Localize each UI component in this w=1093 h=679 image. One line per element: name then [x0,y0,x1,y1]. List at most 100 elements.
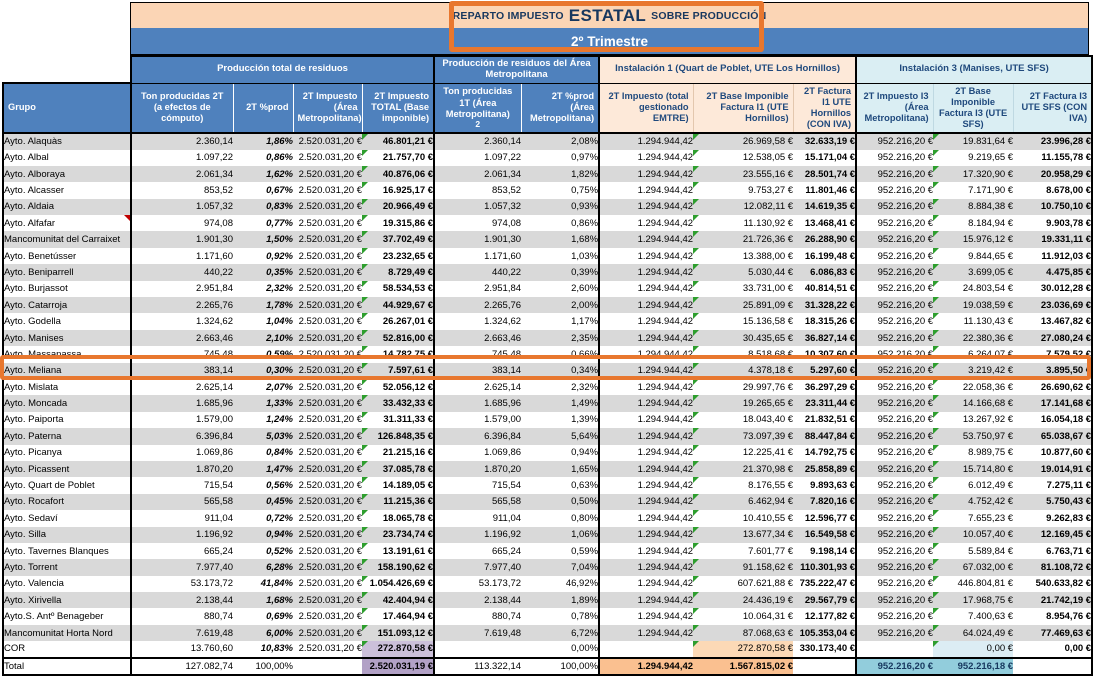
cell-grupo[interactable]: Ayto. Paiporta [2,411,132,429]
cell-impuesto-am[interactable]: 2.520.031,20 € [293,297,362,314]
cell-impuesto-total[interactable]: 8.729,49 € [362,264,436,281]
cell-impuesto-i3[interactable]: 952.216,20 € [856,215,934,232]
cell-impuesto-i3[interactable]: 952.216,20 € [856,608,934,625]
cell-base-i1[interactable]: 12.225,41 € [693,444,794,461]
cell-base-i3[interactable]: 53.750,97 € [933,428,1014,445]
cell-impuesto-emtre[interactable]: 1.294.944,42 [599,133,694,150]
cell-ton-2t[interactable]: 1.579,00 [131,411,233,429]
cell-factura-i3[interactable]: 23.036,69 € [1013,297,1093,314]
cell-impuesto-am[interactable]: 2.520.031,20 € [293,428,362,445]
cell-base-i3[interactable]: 17.320,90 € [933,165,1014,183]
cell-impuesto-emtre[interactable]: 1.294.944,42 [599,247,694,265]
cell-ton-1t-am[interactable] [434,641,522,658]
cell-impuesto-i3[interactable]: 952.216,20 € [856,280,934,298]
cell-pct-am[interactable]: 0,34% [521,362,601,379]
cell-base-i3[interactable]: 6.264,07 € [933,346,1014,363]
cell-grupo[interactable]: Ayto. Manises [2,329,132,347]
total-cell-impuesto-total[interactable]: 2.520.031,19 € [362,656,436,676]
cell-pct-2t[interactable]: 41,84% [233,575,293,593]
cell-factura-i1[interactable]: 29.567,79 € [793,592,858,609]
cell-impuesto-am[interactable]: 2.520.031,20 € [293,165,362,183]
cell-base-i3[interactable]: 22.380,36 € [933,329,1014,347]
cell-ton-2t[interactable]: 53.173,72 [131,575,233,593]
cell-ton-2t[interactable]: 1.870,20 [131,460,233,478]
cell-pct-am[interactable]: 0,86% [521,215,601,232]
cell-impuesto-i3[interactable]: 952.216,20 € [856,624,934,642]
cell-pct-am[interactable]: 1,49% [521,395,601,412]
cell-pct-2t[interactable]: 6,28% [233,559,293,576]
cell-base-i3[interactable]: 5.589,84 € [933,542,1014,560]
cell-factura-i1[interactable]: 105.353,04 € [793,624,858,642]
cell-impuesto-emtre[interactable] [599,641,694,658]
cell-pct-2t[interactable]: 0,83% [233,198,293,216]
cell-pct-am[interactable]: 1,82% [521,165,601,183]
cell-impuesto-total[interactable]: 26.267,01 € [362,313,436,330]
cell-factura-i3[interactable]: 10.877,60 € [1013,444,1093,461]
cell-ton-2t[interactable]: 1.324,62 [131,313,233,330]
cell-factura-i3[interactable]: 17.141,68 € [1013,395,1093,412]
cell-pct-2t[interactable]: 1,62% [233,165,293,183]
cell-base-i1[interactable]: 10.064,31 € [693,608,794,625]
cell-pct-2t[interactable]: 2,32% [233,280,293,298]
cell-factura-i1[interactable]: 6.086,83 € [793,264,858,281]
cell-impuesto-total[interactable]: 1.054.426,69 € [362,575,436,593]
cell-base-i3[interactable]: 8.184,94 € [933,215,1014,232]
cell-impuesto-am[interactable]: 2.520.031,20 € [293,149,362,166]
cell-pct-am[interactable]: 0,75% [521,182,601,199]
cell-grupo[interactable]: Ayto. Picassent [2,460,132,478]
cell-factura-i3[interactable]: 10.750,10 € [1013,198,1093,216]
cell-pct-2t[interactable]: 5,03% [233,428,293,445]
cell-base-i3[interactable]: 22.058,36 € [933,378,1014,396]
cell-ton-1t-am[interactable]: 1.324,62 [434,313,522,330]
col-header-5[interactable]: Ton producidas 1T (Área Metropolitana) 2 [433,83,522,135]
cell-base-i1[interactable]: 12.538,05 € [693,149,794,166]
cell-impuesto-am[interactable]: 2.520.031,20 € [293,182,362,199]
cell-ton-2t[interactable]: 1.196,92 [131,526,233,543]
cell-impuesto-total[interactable]: 21.215,16 € [362,444,436,461]
cell-ton-2t[interactable]: 911,04 [131,510,233,527]
cell-factura-i1[interactable]: 15.171,04 € [793,149,858,166]
cell-impuesto-emtre[interactable]: 1.294.944,42 [599,624,694,642]
cell-base-i1[interactable]: 15.136,58 € [693,313,794,330]
cell-pct-am[interactable]: 0,59% [521,542,601,560]
cell-factura-i3[interactable]: 26.690,62 € [1013,378,1093,396]
cell-grupo[interactable]: Ayto. Aldaia [2,198,132,216]
cell-pct-2t[interactable]: 0,86% [233,149,293,166]
cell-impuesto-total[interactable]: 11.215,36 € [362,493,436,511]
cell-pct-am[interactable]: 6,72% [521,624,601,642]
cell-ton-1t-am[interactable]: 565,58 [434,493,522,511]
cell-pct-2t[interactable]: 1,68% [233,592,293,609]
cell-base-i1[interactable]: 19.265,65 € [693,395,794,412]
cell-ton-1t-am[interactable]: 2.265,76 [434,297,522,314]
cell-impuesto-i3[interactable]: 952.216,20 € [856,313,934,330]
cell-base-i3[interactable]: 24.803,54 € [933,280,1014,298]
cell-pct-am[interactable]: 0,93% [521,198,601,216]
cell-impuesto-am[interactable]: 2.520.031,20 € [293,378,362,396]
cell-impuesto-total[interactable]: 18.065,78 € [362,510,436,527]
cell-impuesto-am[interactable]: 2.520.031,20 € [293,608,362,625]
cell-base-i3[interactable]: 7.400,63 € [933,608,1014,625]
cell-impuesto-emtre[interactable]: 1.294.944,42 [599,329,694,347]
cell-ton-2t[interactable]: 2.663,46 [131,329,233,347]
cell-factura-i1[interactable]: 11.801,46 € [793,182,858,199]
cell-impuesto-total[interactable]: 40.876,06 € [362,165,436,183]
cell-factura-i3[interactable]: 6.763,71 € [1013,542,1093,560]
cell-factura-i1[interactable]: 25.858,89 € [793,460,858,478]
cell-impuesto-i3[interactable]: 952.216,20 € [856,444,934,461]
cell-ton-1t-am[interactable]: 2.138,44 [434,592,522,609]
cell-pct-2t[interactable]: 0,30% [233,362,293,379]
cell-factura-i1[interactable]: 23.311,44 € [793,395,858,412]
cell-factura-i3[interactable]: 27.080,24 € [1013,329,1093,347]
cell-pct-2t[interactable]: 1,47% [233,460,293,478]
total-cell-ton-2t[interactable]: 127.082,74 [131,656,233,676]
cell-pct-am[interactable]: 0,78% [521,608,601,625]
col-header-9[interactable]: 2T Factura I1 UTE Hornillos (CON IVA) [792,83,858,135]
cell-base-i3[interactable]: 8.989,75 € [933,444,1014,461]
cell-ton-1t-am[interactable]: 1.870,20 [434,460,522,478]
cell-pct-am[interactable]: 1,65% [521,460,601,478]
cell-impuesto-total[interactable]: 14.782,75 € [362,346,436,363]
cell-impuesto-am[interactable]: 2.520.031,20 € [293,264,362,281]
cell-ton-2t[interactable]: 6.396,84 [131,428,233,445]
cell-base-i3[interactable]: 9.844,65 € [933,247,1014,265]
cell-pct-2t[interactable]: 0,92% [233,247,293,265]
